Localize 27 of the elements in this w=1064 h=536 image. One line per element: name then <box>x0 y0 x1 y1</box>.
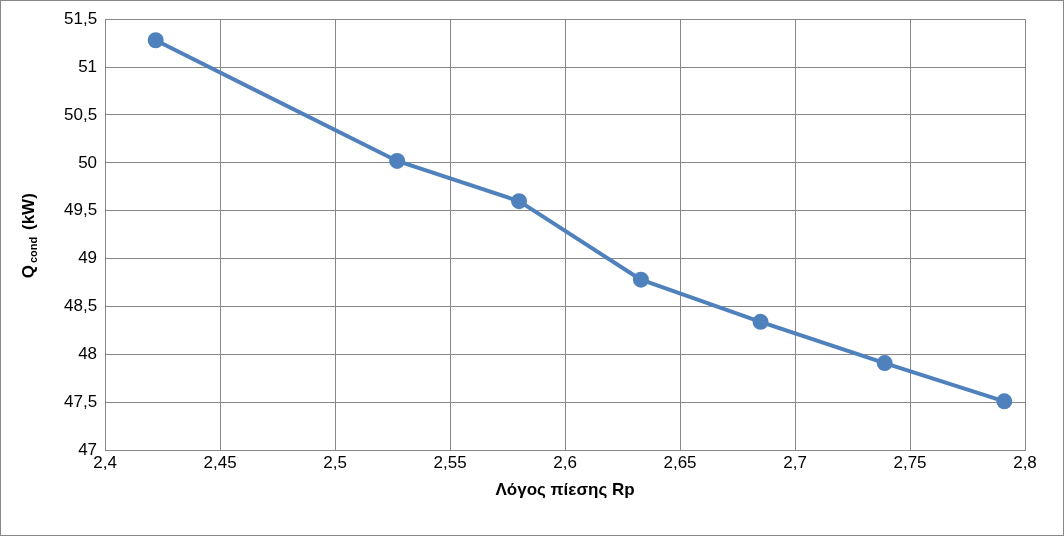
x-tick-label: 2,45 <box>203 453 237 473</box>
x-tick-label: 2,75 <box>893 453 927 473</box>
x-tick-label: 2,55 <box>433 453 467 473</box>
y-axis-title: Qcond (kW) <box>18 193 40 279</box>
y-tick-label: 49 <box>78 248 98 268</box>
point <box>632 271 649 288</box>
x-tick-label: 2,65 <box>663 453 697 473</box>
point <box>389 152 406 169</box>
point <box>752 313 769 330</box>
y-tick-label: 48,5 <box>63 296 98 316</box>
x-tick-label: 2,8 <box>1013 453 1037 473</box>
y-tick-label: 48 <box>78 344 98 364</box>
point <box>511 193 528 210</box>
x-tick-label: 2,7 <box>783 453 807 473</box>
y-tick-label: 49,5 <box>63 200 98 220</box>
y-tick-label: 50 <box>78 152 98 172</box>
x-tick-label: 2,4 <box>93 453 117 473</box>
point <box>147 32 164 49</box>
point <box>996 393 1013 410</box>
y-tick-label: 51 <box>78 56 98 76</box>
x-tick-label: 2,6 <box>553 453 577 473</box>
y-tick-label: 50,5 <box>63 104 98 124</box>
x-axis-title: Λόγος πίεσης Rp <box>495 480 635 500</box>
y-tick-label: 51,5 <box>63 8 98 28</box>
x-tick-label: 2,5 <box>323 453 347 473</box>
y-tick-label: 47,5 <box>63 392 98 411</box>
point <box>876 355 893 372</box>
